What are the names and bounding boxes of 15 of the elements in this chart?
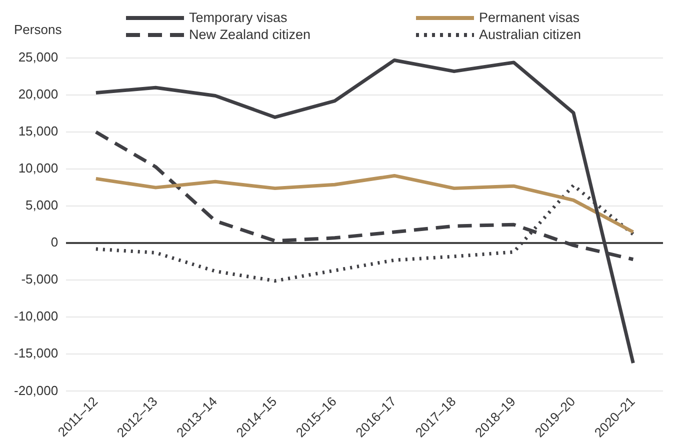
y-tick-label: 5,000 xyxy=(26,198,58,213)
y-axis-title: Persons xyxy=(14,22,62,37)
legend-label: Permanent visas xyxy=(479,10,580,25)
legend-label: Australian citizen xyxy=(479,27,582,42)
legend-label: Temporary visas xyxy=(189,10,288,25)
y-tick-label: -20,000 xyxy=(14,382,58,398)
y-tick-label: -5,000 xyxy=(21,272,58,287)
y-tick-label: 20,000 xyxy=(18,86,58,102)
y-tick-label: 15,000 xyxy=(18,124,58,139)
legend-label: New Zealand citizen xyxy=(189,27,311,42)
y-tick-label: 25,000 xyxy=(18,50,58,65)
y-tick-label: -10,000 xyxy=(14,308,58,324)
y-tick-label: 0 xyxy=(50,234,58,250)
y-tick-label: -15,000 xyxy=(14,346,58,361)
y-tick-label: 10,000 xyxy=(18,160,58,176)
